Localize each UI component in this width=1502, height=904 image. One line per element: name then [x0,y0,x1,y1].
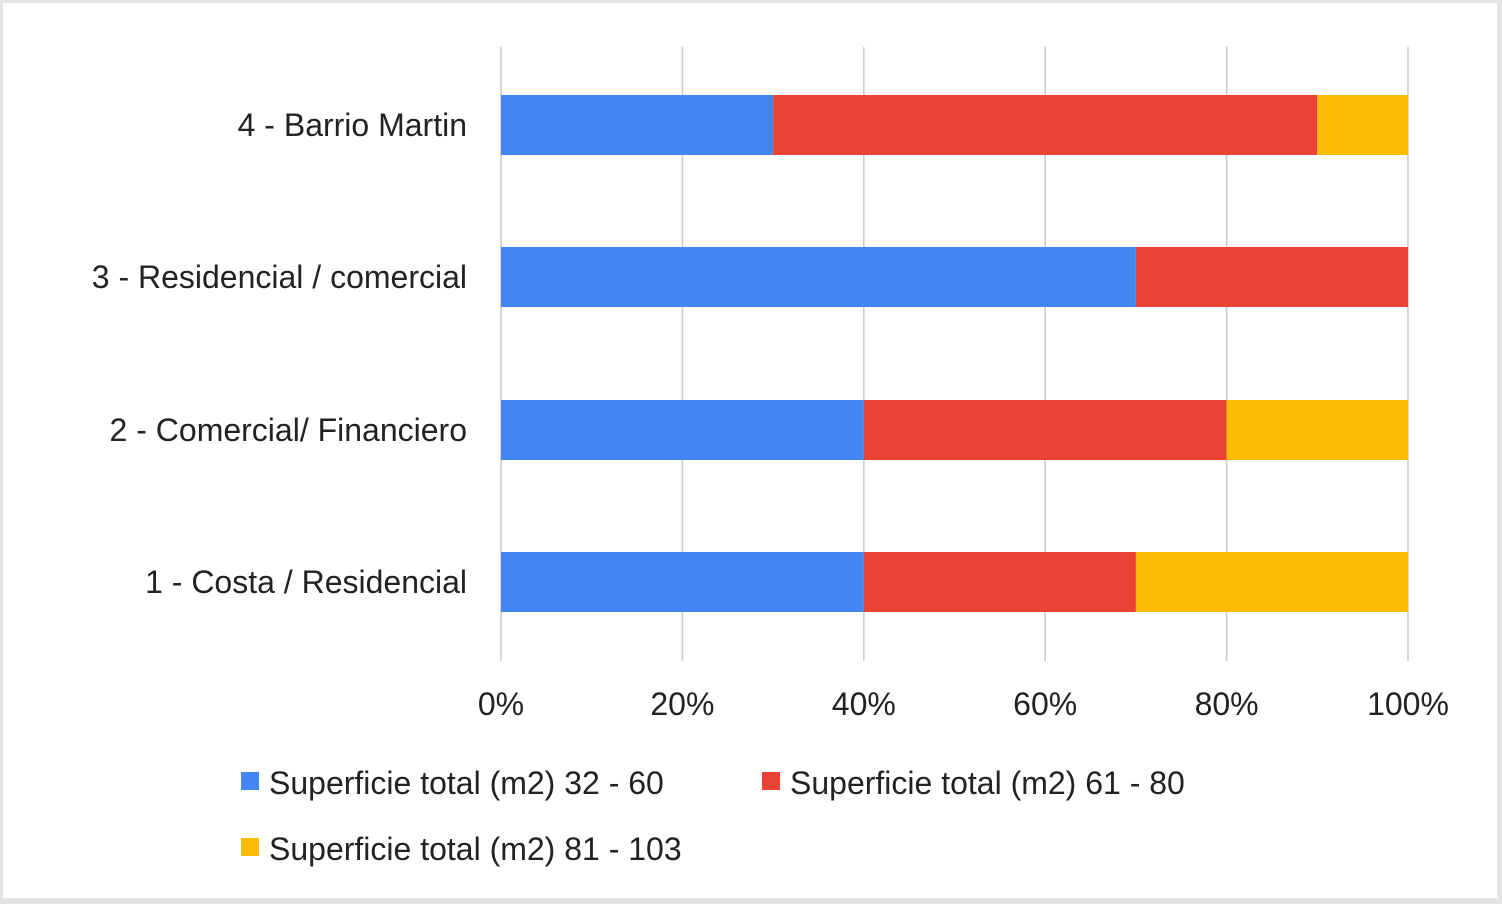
x-tick-labels: 0% 20% 40% 60% 80% 100% [478,686,1449,722]
bar-segment[interactable] [501,95,774,155]
stacked-bar-chart: 4 - Barrio Martin 3 - Residencial / come… [92,47,1449,867]
bar-segment[interactable] [1135,552,1408,612]
x-tick-label: 20% [650,686,714,722]
bar-segment[interactable] [773,95,1318,155]
category-label: 3 - Residencial / comercial [92,259,467,295]
category-label: 4 - Barrio Martin [238,107,467,143]
legend-label: Superficie total (m2) 61 - 80 [790,765,1185,801]
bar-segment[interactable] [1135,247,1408,307]
bar-segment[interactable] [1226,400,1408,460]
legend-swatch [241,838,259,856]
category-label: 1 - Costa / Residencial [145,564,467,600]
legend-swatch [241,772,259,790]
legend: Superficie total (m2) 32 - 60 Superficie… [241,765,1185,867]
legend-label: Superficie total (m2) 32 - 60 [269,765,664,801]
category-label: 2 - Comercial/ Financiero [110,412,467,448]
x-tick-label: 80% [1195,686,1259,722]
bar-segment[interactable] [501,247,1136,307]
bar-segment[interactable] [1317,95,1408,155]
legend-item[interactable]: Superficie total (m2) 32 - 60 [241,765,664,801]
legend-item[interactable]: Superficie total (m2) 61 - 80 [762,765,1185,801]
x-tick-label: 100% [1367,686,1449,722]
bar-segment[interactable] [501,552,864,612]
x-tick-label: 60% [1013,686,1077,722]
bar-segment[interactable] [501,400,864,460]
category-labels: 4 - Barrio Martin 3 - Residencial / come… [92,107,467,600]
legend-label: Superficie total (m2) 81 - 103 [269,831,682,867]
x-tick-label: 40% [832,686,896,722]
chart-frame: 4 - Barrio Martin 3 - Residencial / come… [3,3,1497,898]
bar-segment[interactable] [863,400,1227,460]
bars [501,95,1408,612]
bar-segment[interactable] [863,552,1136,612]
legend-swatch [762,772,780,790]
legend-item[interactable]: Superficie total (m2) 81 - 103 [241,831,682,867]
x-tick-label: 0% [478,686,524,722]
